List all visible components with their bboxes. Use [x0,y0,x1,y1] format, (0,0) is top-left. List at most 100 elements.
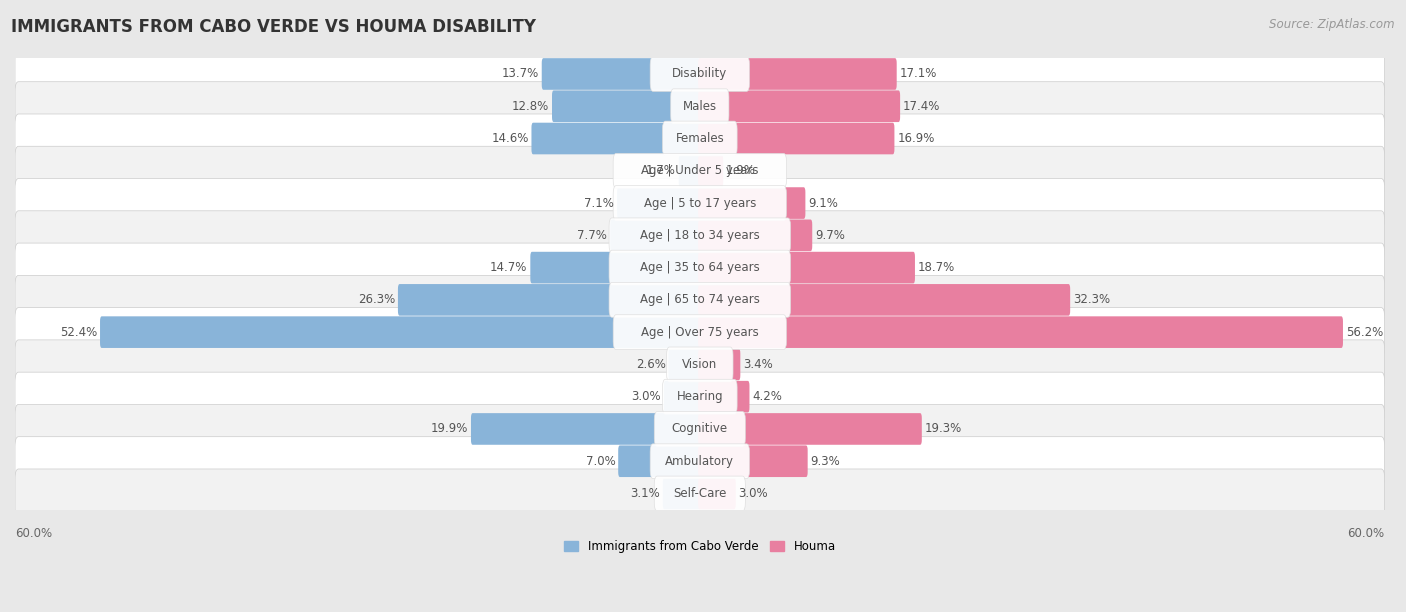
Text: Age | Under 5 years: Age | Under 5 years [641,164,759,177]
Text: 17.1%: 17.1% [900,67,936,80]
FancyBboxPatch shape [15,275,1385,324]
Text: 14.6%: 14.6% [491,132,529,145]
Text: Females: Females [675,132,724,145]
FancyBboxPatch shape [553,91,702,122]
FancyBboxPatch shape [662,121,737,156]
FancyBboxPatch shape [662,379,737,414]
FancyBboxPatch shape [699,220,813,251]
Text: Self-Care: Self-Care [673,487,727,500]
FancyBboxPatch shape [15,211,1385,260]
Text: 18.7%: 18.7% [918,261,955,274]
Text: 1.9%: 1.9% [725,164,756,177]
Text: 56.2%: 56.2% [1346,326,1384,338]
FancyBboxPatch shape [666,347,733,382]
Text: 60.0%: 60.0% [15,528,52,540]
FancyBboxPatch shape [609,283,790,317]
FancyBboxPatch shape [699,381,749,412]
Text: 2.6%: 2.6% [636,358,665,371]
FancyBboxPatch shape [613,185,786,220]
FancyBboxPatch shape [15,437,1385,486]
Text: 3.0%: 3.0% [631,390,661,403]
Text: 3.4%: 3.4% [744,358,773,371]
FancyBboxPatch shape [699,446,807,477]
Text: 9.3%: 9.3% [810,455,841,468]
FancyBboxPatch shape [15,308,1385,357]
FancyBboxPatch shape [699,252,915,283]
FancyBboxPatch shape [15,372,1385,421]
Text: 19.9%: 19.9% [430,422,468,436]
FancyBboxPatch shape [699,316,1343,348]
Text: 4.2%: 4.2% [752,390,782,403]
Text: Age | 18 to 34 years: Age | 18 to 34 years [640,229,759,242]
Text: 26.3%: 26.3% [357,293,395,307]
Text: 9.7%: 9.7% [815,229,845,242]
Text: Source: ZipAtlas.com: Source: ZipAtlas.com [1270,18,1395,31]
FancyBboxPatch shape [609,250,790,285]
FancyBboxPatch shape [664,381,702,412]
Text: 7.1%: 7.1% [585,196,614,209]
Text: 17.4%: 17.4% [903,100,941,113]
FancyBboxPatch shape [613,154,786,188]
Text: Ambulatory: Ambulatory [665,455,734,468]
Text: 16.9%: 16.9% [897,132,935,145]
Text: 19.3%: 19.3% [925,422,962,436]
Text: 3.1%: 3.1% [630,487,659,500]
FancyBboxPatch shape [699,58,897,90]
FancyBboxPatch shape [699,91,900,122]
Text: IMMIGRANTS FROM CABO VERDE VS HOUMA DISABILITY: IMMIGRANTS FROM CABO VERDE VS HOUMA DISA… [11,18,536,36]
FancyBboxPatch shape [15,243,1385,292]
Text: 9.1%: 9.1% [808,196,838,209]
FancyBboxPatch shape [654,411,745,446]
FancyBboxPatch shape [541,58,702,90]
FancyBboxPatch shape [662,478,702,509]
Text: Hearing: Hearing [676,390,723,403]
FancyBboxPatch shape [15,469,1385,518]
FancyBboxPatch shape [699,284,1070,316]
Text: 60.0%: 60.0% [1347,528,1385,540]
FancyBboxPatch shape [15,114,1385,163]
FancyBboxPatch shape [15,179,1385,228]
FancyBboxPatch shape [15,146,1385,195]
FancyBboxPatch shape [610,220,702,251]
FancyBboxPatch shape [15,50,1385,99]
FancyBboxPatch shape [699,187,806,219]
FancyBboxPatch shape [15,82,1385,131]
FancyBboxPatch shape [699,478,735,509]
Text: 7.7%: 7.7% [578,229,607,242]
Text: Disability: Disability [672,67,727,80]
Text: 14.7%: 14.7% [491,261,527,274]
FancyBboxPatch shape [609,218,790,253]
Text: Males: Males [683,100,717,113]
Text: Age | 5 to 17 years: Age | 5 to 17 years [644,196,756,209]
Text: 12.8%: 12.8% [512,100,550,113]
FancyBboxPatch shape [699,413,922,445]
FancyBboxPatch shape [699,122,894,154]
Text: 13.7%: 13.7% [502,67,538,80]
FancyBboxPatch shape [531,122,702,154]
FancyBboxPatch shape [650,56,749,91]
Text: 7.0%: 7.0% [586,455,616,468]
Text: 3.0%: 3.0% [738,487,768,500]
FancyBboxPatch shape [679,155,702,187]
FancyBboxPatch shape [671,89,728,124]
FancyBboxPatch shape [15,405,1385,453]
FancyBboxPatch shape [613,315,786,349]
FancyBboxPatch shape [530,252,702,283]
Text: Cognitive: Cognitive [672,422,728,436]
FancyBboxPatch shape [100,316,702,348]
FancyBboxPatch shape [699,349,741,380]
Text: 1.7%: 1.7% [645,164,676,177]
FancyBboxPatch shape [617,187,702,219]
FancyBboxPatch shape [654,476,745,511]
FancyBboxPatch shape [699,155,723,187]
Text: Vision: Vision [682,358,717,371]
Legend: Immigrants from Cabo Verde, Houma: Immigrants from Cabo Verde, Houma [560,536,841,558]
Text: Age | 35 to 64 years: Age | 35 to 64 years [640,261,759,274]
FancyBboxPatch shape [619,446,702,477]
FancyBboxPatch shape [668,349,702,380]
FancyBboxPatch shape [650,444,749,479]
FancyBboxPatch shape [15,340,1385,389]
Text: 32.3%: 32.3% [1073,293,1111,307]
Text: Age | Over 75 years: Age | Over 75 years [641,326,759,338]
FancyBboxPatch shape [471,413,702,445]
